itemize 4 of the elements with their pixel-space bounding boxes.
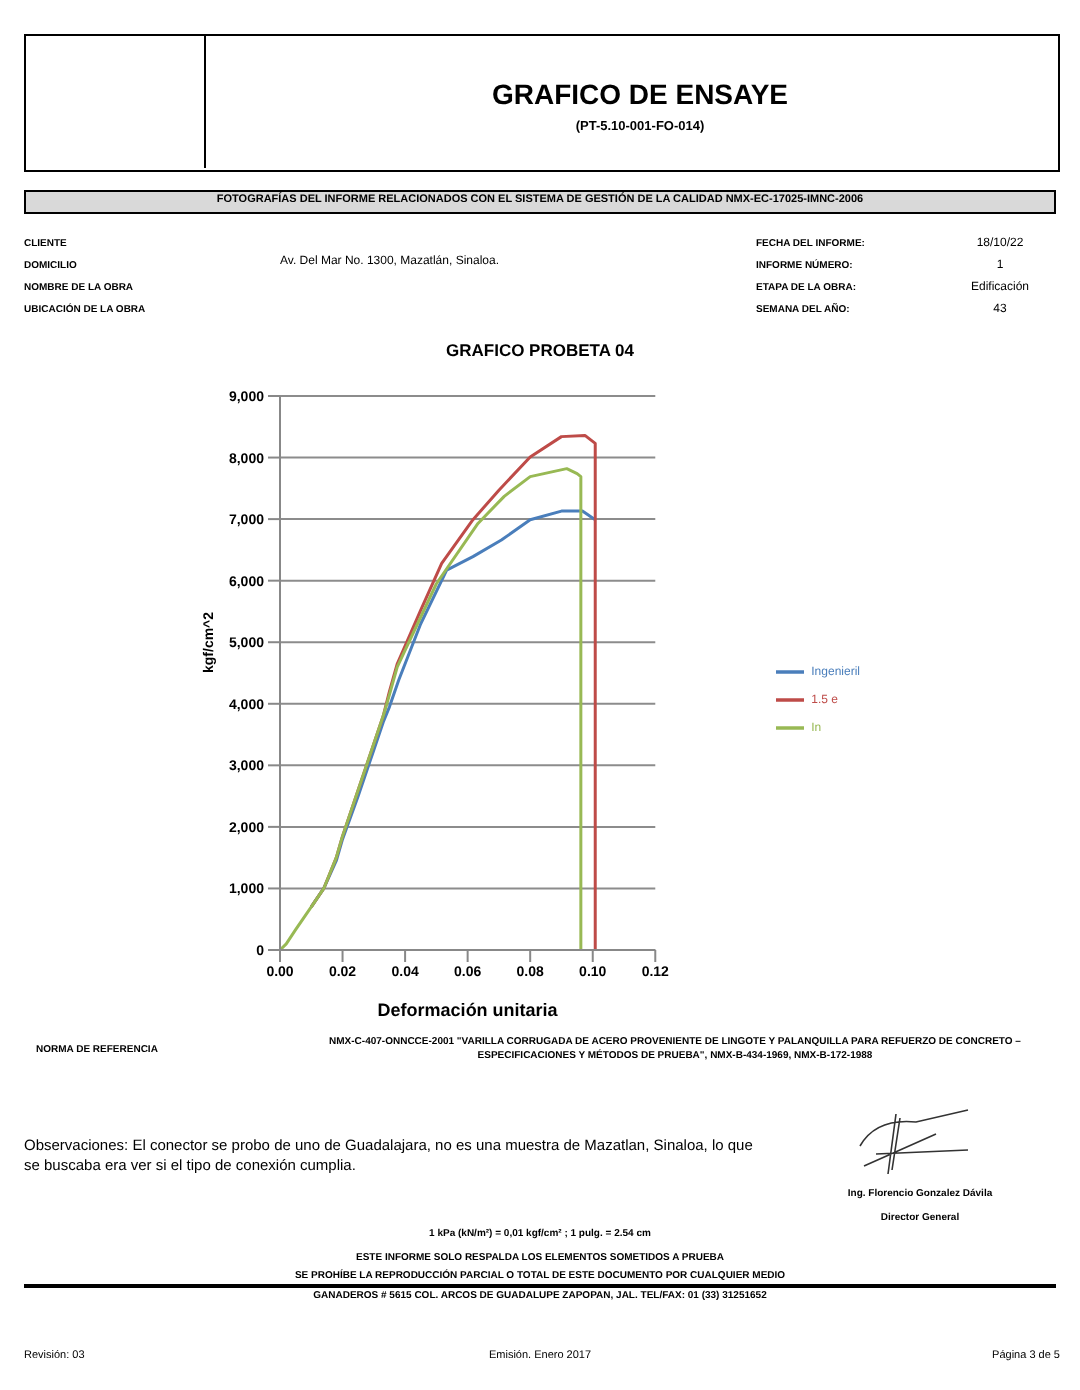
chart-title: GRAFICO PROBETA 04 [444, 340, 636, 360]
line-series [280, 467, 583, 950]
text: GRAFICO DE ENSAYE [489, 76, 791, 113]
x-axis-title: Deformación unitaria [377, 1000, 560, 1020]
